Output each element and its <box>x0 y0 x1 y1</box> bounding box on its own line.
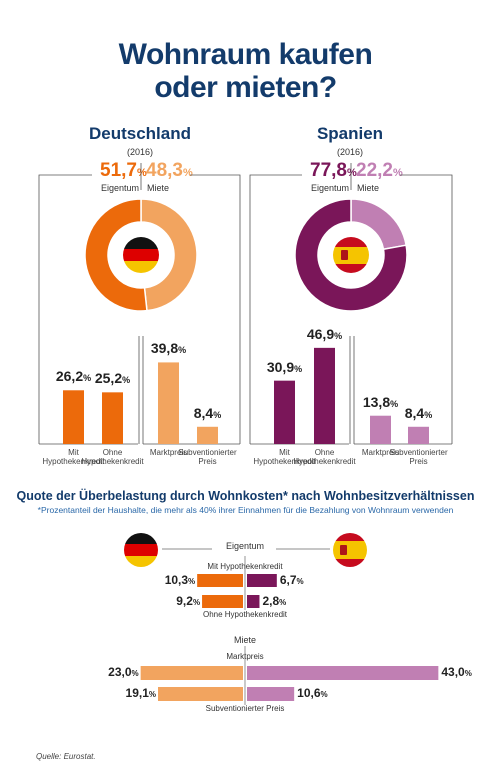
pct-rent-es-value: 22,2 <box>356 160 393 181</box>
markt-label: Marktpreis <box>226 652 264 661</box>
pct-owner-es: 77,8% <box>310 161 357 183</box>
page-title-line2: oder mieten? <box>154 71 337 104</box>
de-bar-mit <box>63 390 84 444</box>
subv-label: Subventionierter Preis <box>205 704 285 713</box>
hbar-de-value-subv: 19,1% <box>125 686 157 700</box>
miete-heading: Miete <box>233 635 256 645</box>
pct-rent-de-value: 48,3 <box>146 160 183 181</box>
germany-flag-icon <box>124 533 158 567</box>
donut-es-slice-eigentum <box>294 198 408 312</box>
de-bar-category-subv: Subventionierter Preis <box>178 448 237 466</box>
donut-de-slice-miete <box>140 198 198 312</box>
es-bar-category-ohne: Ohne Hypothekenkredit <box>293 448 356 466</box>
pct-unit: % <box>392 167 403 179</box>
horizontal-bars <box>140 574 439 701</box>
ohne-label: Ohne Hypothekenkredit <box>202 610 288 619</box>
caption-rent-es: Miete <box>357 183 380 193</box>
page-title-line1: Wohnraum kaufen <box>118 38 373 71</box>
pct-unit: % <box>182 167 193 179</box>
de-bar-value-markt: 39,8% <box>150 340 187 357</box>
caption-rent-de: Miete <box>147 183 170 193</box>
country-title-es: Spanien <box>316 124 384 143</box>
section2-note: *Prozentanteil der Haushalte, die mehr a… <box>37 505 454 515</box>
hbar-es-value-mit: 6,7% <box>279 573 304 587</box>
hbar-de-subv <box>158 687 243 701</box>
donut-de-slice-eigentum <box>84 198 148 312</box>
de-bar-ohne <box>102 392 123 444</box>
eigentum-heading: Eigentum <box>225 541 265 551</box>
de-bar-subv <box>197 426 218 444</box>
pct-rent-de: 48,3% <box>146 161 193 183</box>
pct-unit: % <box>136 167 147 179</box>
de-bar-markt <box>158 362 179 444</box>
hbar-de-mit <box>197 574 243 587</box>
pct-owner-de-value: 51,7 <box>100 160 137 181</box>
es-bar-value-subv: 8,4% <box>404 404 433 421</box>
hbar-de-value-ohne: 9,2% <box>176 594 201 608</box>
vertical-bars <box>63 347 429 444</box>
pct-rent-es: 22,2% <box>356 161 403 183</box>
pct-unit: % <box>346 167 357 179</box>
de-bar-value-subv: 8,4% <box>193 404 222 421</box>
section2-rules <box>162 548 330 705</box>
hbar-de-value-markt: 23,0% <box>108 665 139 679</box>
frame-de <box>38 163 241 445</box>
country-title-de: Deutschland <box>88 124 192 143</box>
pct-owner-de: 51,7% <box>100 161 147 183</box>
section2-title: Quote der Überbelastung durch Wohnkosten… <box>16 489 475 503</box>
germany-flag-icon <box>123 237 159 273</box>
hbar-es-value-subv: 10,6% <box>297 686 328 700</box>
donut-chart-es <box>294 198 408 312</box>
spain-flag-icon <box>333 237 369 273</box>
pct-owner-es-value: 77,8 <box>310 160 347 181</box>
de-bar-value-mit: 26,2% <box>55 368 92 385</box>
de-bar-category-ohne: Ohne Hypothekenkredit <box>81 448 144 466</box>
hbar-es-value-markt: 43,0% <box>441 665 472 679</box>
year-de: (2016) <box>126 147 153 157</box>
es-bar-markt <box>370 415 391 444</box>
spain-flag-icon <box>333 533 367 567</box>
es-bar-ohne <box>314 347 335 444</box>
hbar-es-value-ohne: 2,8% <box>262 594 287 608</box>
hbar-de-ohne <box>202 595 243 608</box>
es-bar-category-mit: Mit Hypothekenkredit <box>253 448 316 466</box>
de-bar-value-ohne: 25,2% <box>94 370 131 387</box>
es-bar-value-mit: 30,9% <box>266 358 303 375</box>
es-bar-category-subv: Subventionierter Preis <box>389 448 448 466</box>
es-bar-mit <box>274 380 295 444</box>
hbar-es-subv <box>247 687 295 701</box>
hbar-de-value-mit: 10,3% <box>164 573 196 587</box>
es-bar-category-markt: Marktpreis <box>361 448 400 457</box>
caption-owner-de: Eigentum <box>101 183 140 193</box>
year-es: (2016) <box>336 147 363 157</box>
de-bar-category-mit: Mit Hypothekenkredit <box>42 448 105 466</box>
donut-chart-de <box>84 198 198 312</box>
hbar-de-markt <box>140 666 243 680</box>
hbar-es-mit <box>247 574 277 587</box>
caption-owner-es: Eigentum <box>311 183 350 193</box>
es-bar-subv <box>408 426 429 444</box>
es-bar-value-markt: 13,8% <box>362 393 399 410</box>
source-note: Quelle: Eurostat. <box>36 752 96 761</box>
de-bar-category-markt: Marktpreis <box>149 448 188 457</box>
hbar-es-ohne <box>247 595 260 608</box>
hbar-es-markt <box>247 666 439 680</box>
es-bar-value-ohne: 46,9% <box>306 325 343 342</box>
mit-label: Mit Hypothekenkredit <box>207 562 283 571</box>
